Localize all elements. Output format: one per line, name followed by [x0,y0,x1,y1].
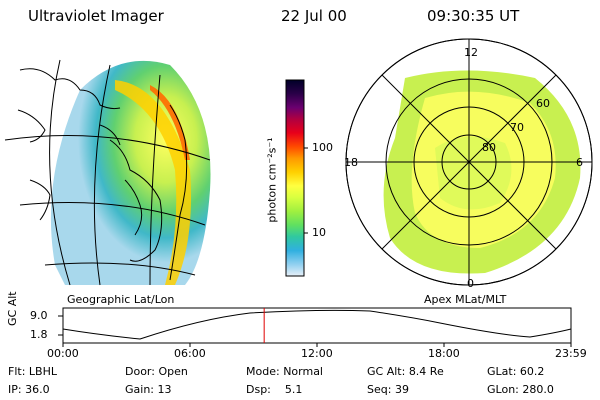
info-dsp: Dsp: 5.1 [246,383,303,396]
gc-altitude-timeline [58,307,572,347]
info-ip: IP: 36.0 [8,383,50,396]
mlat-label-80: 80 [482,141,496,154]
colorbar-unit-label: photon cm⁻²s⁻¹ [265,137,279,223]
auroral-band [115,80,191,285]
info-seq: Seq: 39 [367,383,409,396]
instrument-title: Ultraviolet Imager [28,7,164,25]
mlat-label-70: 70 [510,121,524,134]
coastlines [17,68,188,281]
mlat-label-60: 60 [536,97,550,110]
mlt-label-0: 0 [467,277,474,290]
polar-panel-label: Apex MLat/MLT [424,293,507,306]
mlt-label-6: 6 [576,156,583,169]
geographic-image-panel [4,59,211,286]
info-gain: Gain: 13 [125,383,172,396]
geographic-panel-label: Geographic Lat/Lon [67,293,175,306]
timeline-ylabel: GC Alt [6,291,19,326]
info-gc-alt: GC Alt: 8.4 Re [367,365,444,378]
polar-grid [345,38,593,286]
colorbar-tick-10: 10 [312,226,326,239]
info-glat: GLat: 60.2 [487,365,545,378]
timeline-xtick-0000: 00:00 [47,347,79,360]
colorbar-tick-100: 100 [312,141,333,154]
lat-lon-grid [4,59,211,286]
timeline-xtick-2359: 23:59 [555,347,587,360]
timeline-xtick-1200: 12:00 [301,347,333,360]
info-glon: GLon: 280.0 [487,383,554,396]
timeline-xtick-1800: 18:00 [428,347,460,360]
timeline-xtick-0600: 06:00 [174,347,206,360]
altitude-curve [62,309,572,340]
polar-mlat-mlt-panel [345,38,593,286]
timeline-ytick-low: 1.8 [30,328,48,341]
polar-cap [435,136,512,210]
info-flt: Flt: LBHL [8,365,57,378]
image-date: 22 Jul 00 [281,7,347,25]
earth-disk [50,60,211,285]
colorbar [285,79,308,277]
info-door: Door: Open [125,365,188,378]
image-time: 09:30:35 UT [427,7,520,25]
timeline-ytick-high: 9.0 [30,309,48,322]
info-mode: Mode: Normal [246,365,323,378]
mlt-label-12: 12 [464,46,478,59]
mlt-label-18: 18 [344,156,358,169]
